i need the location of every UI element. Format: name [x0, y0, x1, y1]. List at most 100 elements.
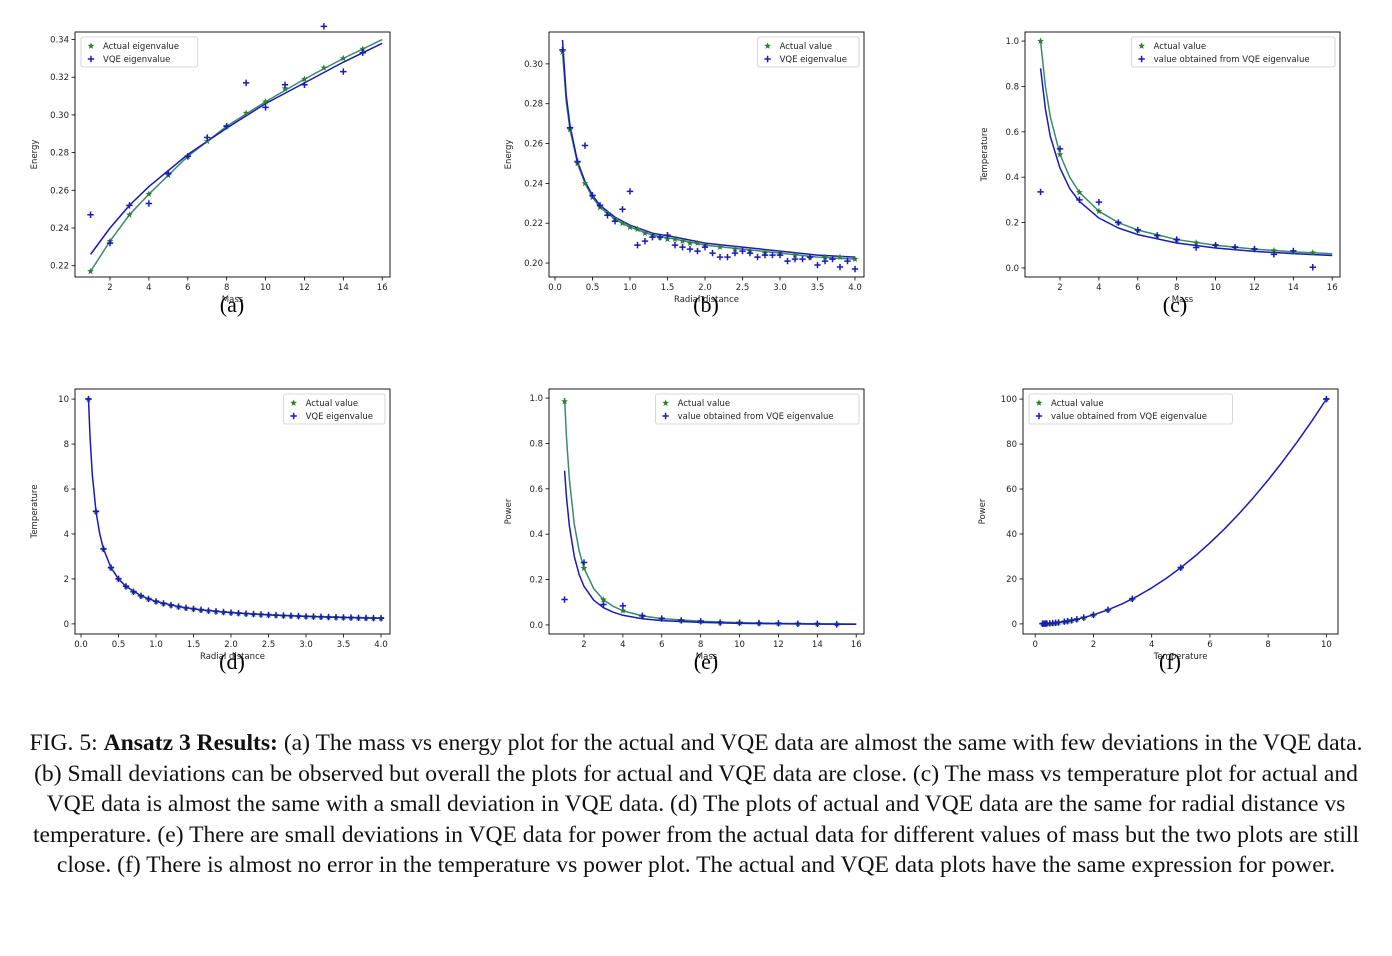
plus-marker [107, 564, 115, 571]
star-marker [320, 64, 328, 71]
plus-marker [257, 611, 265, 618]
plus-marker [100, 545, 107, 553]
star-marker [716, 243, 724, 251]
plus-marker [1212, 242, 1219, 249]
x-tick-label: 6 [185, 283, 190, 293]
subplot-label: (f) [1159, 649, 1181, 674]
x-tick-label: 2 [581, 640, 586, 650]
plus-marker [290, 412, 297, 420]
plus-marker [1173, 236, 1180, 243]
x-tick-label: 2 [107, 283, 112, 293]
plus-marker [126, 202, 133, 209]
star-marker [836, 253, 844, 260]
plus-marker [1095, 198, 1103, 206]
y-tick-label: 20 [1006, 575, 1017, 585]
subplot-a: 2 4 6 8 10 12 14 16 0.22 0.24 0.26 0.28 0.30 0.32 0.34… [0, 20, 464, 330]
plus-marker [280, 612, 287, 619]
legend-entry-vqe: value obtained from VQE eigenvalue [1154, 55, 1310, 65]
actual-series [1039, 395, 1330, 627]
star-marker [731, 245, 739, 253]
legend-box [1131, 36, 1336, 68]
legend-entry-actual: Actual value [780, 42, 833, 52]
vqe-fit-line [563, 470, 857, 626]
vqe-fit-line [561, 39, 856, 258]
star-marker [791, 251, 799, 258]
x-tick-label: 10 [1210, 283, 1221, 293]
plus-marker [1290, 247, 1297, 255]
plus-marker [829, 255, 836, 263]
x-tick-label: 1.0 [623, 283, 637, 293]
plus-marker [320, 23, 328, 30]
x-tick-label: 2.5 [736, 283, 750, 293]
plus-marker [844, 257, 851, 265]
y-tick-label: 0.24 [50, 224, 69, 234]
plus-marker [776, 251, 784, 259]
plus-marker [355, 614, 362, 622]
x-tick-label: 6 [1135, 283, 1140, 293]
plus-marker [1129, 595, 1136, 603]
legend-entry-vqe: VQE eigenvalue [103, 55, 170, 65]
x-tick-label: 4 [1149, 640, 1154, 650]
star-marker [821, 253, 829, 260]
legend-box [757, 36, 860, 68]
plus-marker [580, 559, 588, 566]
chart-e: 2 4 6 8 10 12 14 16 0.0 0.2 0.4 0.6 0.8 1.0 Mass Power A… [504, 388, 865, 662]
plus-marker [250, 610, 257, 618]
y-tick-label: 0.6 [529, 485, 543, 495]
x-tick-label: 0.0 [548, 283, 562, 293]
y-tick-label: 40 [1006, 530, 1017, 540]
plus-marker [761, 251, 769, 259]
x-tick-label: 12 [299, 283, 310, 293]
plot-frame [548, 31, 865, 278]
star-marker [561, 397, 568, 405]
plus-marker [87, 211, 94, 219]
x-tick-label: 2 [1057, 283, 1062, 293]
actual-fit-line [563, 398, 857, 625]
vqe-fit-line [1042, 398, 1327, 625]
plus-marker [709, 249, 716, 257]
x-tick-label: 8 [698, 640, 703, 650]
caption-text: (a) The mass vs energy plot for the actu… [32, 730, 1363, 878]
plus-marker [1090, 611, 1097, 619]
y-tick-label: 0.0 [529, 621, 543, 631]
plus-marker [686, 245, 694, 253]
plus-marker [814, 261, 821, 269]
legend-entry-vqe: value obtained from VQE eigenvalue [1051, 412, 1207, 422]
plot-frame [1022, 388, 1339, 635]
star-marker [580, 564, 588, 572]
x-tick-label: 16 [377, 283, 388, 293]
x-tick-label: 16 [851, 640, 862, 650]
y-tick-label: 0 [1012, 620, 1017, 630]
plus-marker [671, 241, 679, 249]
plus-marker [205, 607, 212, 614]
plus-marker [658, 615, 665, 622]
y-tick-label: 1.0 [529, 394, 543, 404]
plus-marker [87, 55, 95, 63]
plus-marker [649, 233, 656, 241]
plus-marker [1115, 219, 1122, 226]
plus-marker [716, 619, 724, 626]
star-marker [851, 255, 859, 262]
y-axis-label: Energy [30, 140, 40, 170]
y-tick-label: 6 [64, 485, 69, 495]
caption-title: Ansatz 3 Results: [103, 730, 278, 756]
x-tick-label: 14 [1288, 283, 1299, 293]
plus-marker [184, 153, 191, 160]
plus-marker [242, 79, 250, 87]
plus-marker [736, 619, 743, 626]
legend-entry-actual: Actual value [1154, 42, 1207, 52]
plus-marker [1231, 244, 1239, 251]
plus-marker [1270, 251, 1278, 258]
plus-marker [1192, 244, 1200, 251]
star-marker [359, 45, 367, 52]
plus-marker [833, 621, 840, 628]
y-tick-label: 10 [58, 395, 69, 405]
star-marker [203, 137, 211, 145]
plus-marker [794, 620, 802, 627]
plus-marker [775, 620, 782, 627]
x-tick-label: 1.0 [149, 640, 163, 650]
star-marker [281, 84, 289, 92]
y-tick-label: 0.34 [50, 36, 69, 46]
plus-marker [639, 612, 646, 620]
x-tick-label: 4 [620, 640, 625, 650]
